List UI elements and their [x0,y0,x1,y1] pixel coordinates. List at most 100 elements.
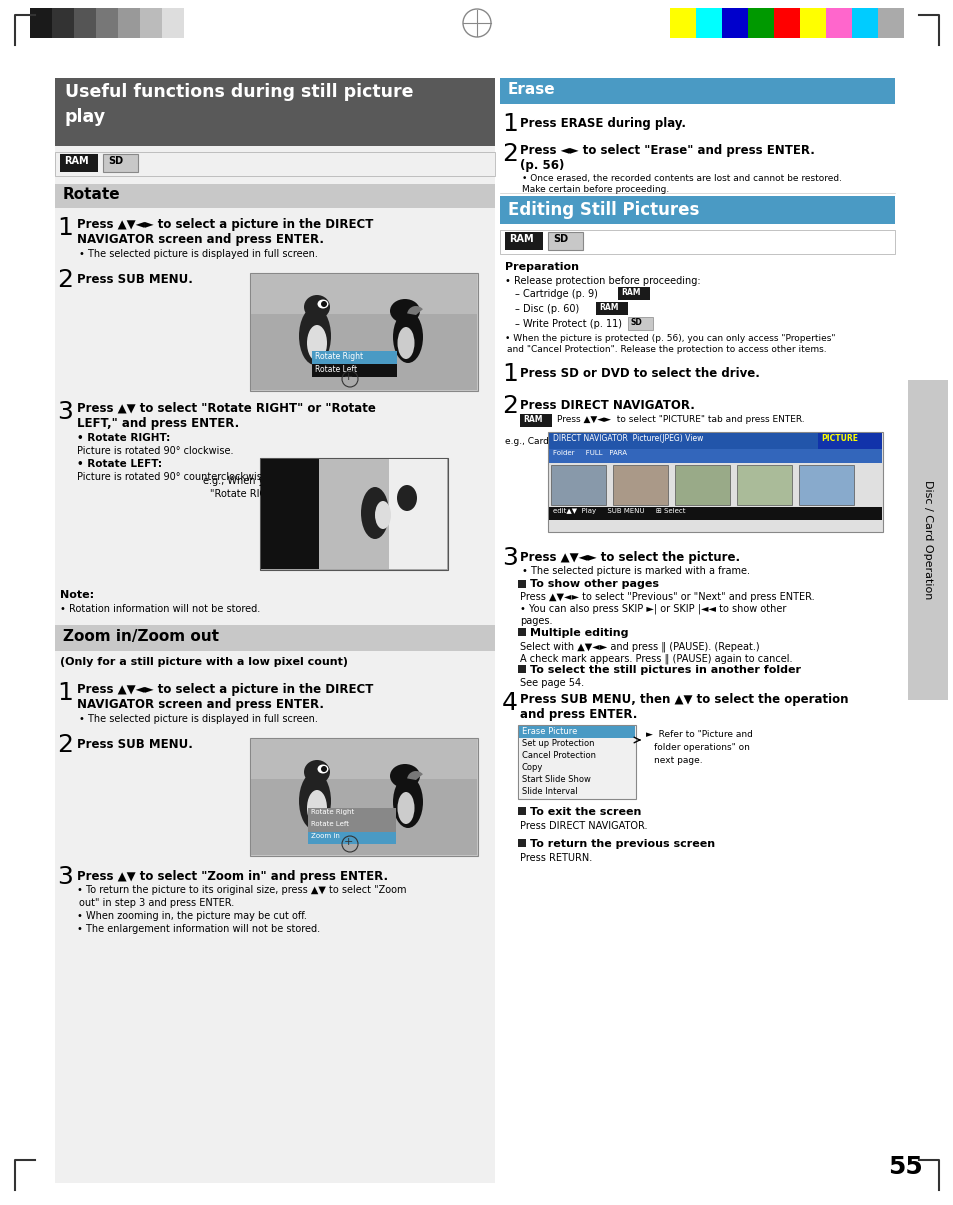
Bar [118,8,140,39]
Text: Set up Protection: Set up Protection [521,739,594,748]
Bar [519,415,552,427]
Bar [877,8,903,39]
Text: Rotate Right: Rotate Right [311,809,354,815]
Text: – Write Protect (p. 11): – Write Protect (p. 11) [515,319,621,329]
Bar [30,8,52,39]
Ellipse shape [298,307,331,365]
Bar [517,807,525,815]
Text: DIRECT NAVIGATOR  Picture(JPEG) View: DIRECT NAVIGATOR Picture(JPEG) View [553,434,702,443]
Bar [551,465,605,505]
Bar [55,152,495,176]
Bar [251,739,476,778]
Text: and "Cancel Protection". Release the protection to access other items.: and "Cancel Protection". Release the pro… [506,345,825,354]
Text: Useful functions during still picture: Useful functions during still picture [65,83,413,101]
Bar [260,458,448,570]
Text: and press ENTER.: and press ENTER. [519,709,637,721]
Bar [74,8,96,39]
Text: PICTURE: PICTURE [821,434,857,443]
Text: RAM: RAM [598,302,618,312]
Text: Press ▲▼◄► to select a picture in the DIRECT: Press ▲▼◄► to select a picture in the DI… [77,218,373,231]
Bar [675,465,729,505]
Text: Cancel Protection: Cancel Protection [521,751,596,760]
Bar [251,274,476,390]
Text: Select with ▲▼◄► and press ‖ (PAUSE). (Repeat.): Select with ▲▼◄► and press ‖ (PAUSE). (R… [519,641,759,652]
Text: +: + [344,372,353,382]
Bar [60,154,98,172]
Wedge shape [407,771,422,780]
Bar [499,196,894,224]
Bar [518,762,635,774]
Bar [907,380,947,700]
Text: • Rotate LEFT:: • Rotate LEFT: [77,459,162,469]
Text: Press ERASE during play.: Press ERASE during play. [519,117,685,130]
Text: 1: 1 [57,216,72,240]
Bar [517,580,525,588]
Text: Editing Still Pictures: Editing Still Pictures [507,201,699,219]
Bar [721,8,747,39]
Text: Press SUB MENU, then ▲▼ to select the operation: Press SUB MENU, then ▲▼ to select the op… [519,693,847,706]
Text: ►  Refer to "Picture and: ► Refer to "Picture and [645,730,752,739]
Text: Press ▲▼◄► to select a picture in the DIRECT: Press ▲▼◄► to select a picture in the DI… [77,683,373,696]
Bar [518,725,635,737]
Text: Rotate Right: Rotate Right [314,352,363,361]
Text: Press ▲▼◄►  to select "PICTURE" tab and press ENTER.: Press ▲▼◄► to select "PICTURE" tab and p… [557,415,803,424]
Text: 1: 1 [501,362,517,386]
Bar [184,8,206,39]
Ellipse shape [317,300,328,308]
Text: Make certain before proceeding.: Make certain before proceeding. [521,186,669,194]
Text: Press ▲▼ to select "Zoom in" and press ENTER.: Press ▲▼ to select "Zoom in" and press E… [77,870,388,883]
Text: • Release protection before proceeding:: • Release protection before proceeding: [504,276,700,286]
Ellipse shape [320,766,327,772]
Text: • When zooming in, the picture may be cut off.: • When zooming in, the picture may be cu… [77,911,307,921]
Bar [548,507,882,521]
Text: Picture is rotated 90° clockwise.: Picture is rotated 90° clockwise. [77,446,233,455]
Text: Preparation: Preparation [504,261,578,272]
Bar [499,230,894,254]
Ellipse shape [390,299,419,323]
Text: Press ◄► to select "Erase" and press ENTER.: Press ◄► to select "Erase" and press ENT… [519,145,814,157]
Text: To show other pages: To show other pages [530,578,659,589]
Bar [817,433,882,449]
Text: RAM: RAM [620,288,639,296]
Text: • The selected picture is displayed in full screen.: • The selected picture is displayed in f… [79,249,317,259]
Bar [499,78,894,104]
Ellipse shape [397,327,414,359]
Text: Rotate Left: Rotate Left [311,821,349,827]
Bar [548,449,882,463]
Bar [627,317,652,330]
Text: • The selected picture is marked with a frame.: • The selected picture is marked with a … [521,566,749,576]
Text: (p. 56): (p. 56) [519,159,564,172]
Text: 2: 2 [501,142,517,166]
Text: Note:: Note: [60,590,94,600]
Text: RAM: RAM [522,415,542,424]
Bar [669,8,696,39]
Bar [308,809,395,819]
Ellipse shape [360,487,389,539]
Text: To select the still pictures in another folder: To select the still pictures in another … [530,665,801,675]
Bar [52,8,74,39]
Text: Press ▲▼◄► to select the picture.: Press ▲▼◄► to select the picture. [519,551,740,564]
Bar [389,459,447,569]
Bar [800,8,825,39]
Text: 3: 3 [57,865,72,889]
Ellipse shape [307,790,327,825]
Text: edit▲▼  Play     SUB MENU     ⊞ Select: edit▲▼ Play SUB MENU ⊞ Select [553,509,685,515]
Text: NAVIGATOR screen and press ENTER.: NAVIGATOR screen and press ENTER. [77,698,324,711]
Ellipse shape [393,776,422,828]
Bar [96,8,118,39]
Text: play: play [65,108,106,127]
Bar [504,233,542,249]
Text: 1: 1 [57,681,72,705]
Text: pages.: pages. [519,616,552,627]
Bar [825,8,851,39]
Bar [737,465,791,505]
Text: – Cartridge (p. 9): – Cartridge (p. 9) [515,289,598,299]
Text: – Disc (p. 60): – Disc (p. 60) [515,304,578,315]
Ellipse shape [393,311,422,363]
Bar [55,78,495,146]
Text: Slide Interval: Slide Interval [521,787,577,797]
Text: • When the picture is protected (p. 56), you can only access "Properties": • When the picture is protected (p. 56),… [504,334,835,343]
Text: • To return the picture to its original size, press ▲▼ to select "Zoom: • To return the picture to its original … [77,884,406,895]
Bar [318,459,389,569]
Bar [308,831,395,844]
